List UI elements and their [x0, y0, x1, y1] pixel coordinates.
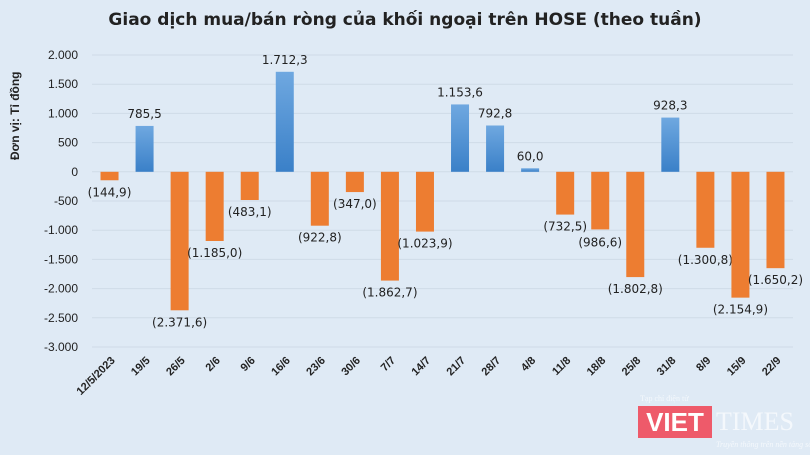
bar — [275, 71, 294, 172]
bar — [731, 171, 750, 298]
x-tick-label: 12/5/2023 — [75, 355, 118, 398]
data-label: 1.712,3 — [262, 53, 308, 67]
data-label: (2.154,9) — [713, 303, 768, 317]
bar — [696, 171, 715, 248]
bar — [626, 171, 645, 278]
bar — [135, 125, 154, 172]
bar — [486, 125, 505, 172]
x-tick-label: 9/6 — [239, 355, 258, 374]
bar — [170, 171, 189, 311]
bar — [310, 171, 329, 226]
viettimes-logo: Tạp chí điện tử VIET TIMES Truyền thông … — [638, 394, 810, 455]
x-tick-label: 25/8 — [620, 355, 644, 379]
x-tick-label: 18/8 — [585, 355, 609, 379]
x-tick-label: 19/5 — [129, 355, 153, 379]
x-tick-label: 2/6 — [203, 355, 222, 374]
x-tick-label: 4/8 — [519, 355, 538, 374]
bar — [240, 171, 259, 201]
x-tick-label: 11/8 — [550, 355, 573, 378]
x-tick-label: 14/7 — [409, 355, 433, 379]
logo-box: VIET — [638, 406, 712, 438]
data-label: (347,0) — [333, 197, 377, 211]
data-label: 785,5 — [127, 107, 161, 121]
y-tick-label: -1.500 — [44, 252, 78, 266]
y-tick-label: 500 — [58, 136, 78, 150]
data-label: (732,5) — [543, 220, 587, 234]
data-label: (144,9) — [88, 185, 132, 199]
data-label: (1.862,7) — [362, 286, 417, 300]
x-tick-label: 15/9 — [725, 355, 749, 379]
y-tick-label: -3.000 — [44, 340, 78, 354]
x-tick-label: 30/6 — [339, 355, 363, 379]
bar — [380, 171, 399, 281]
y-tick-label: -2.500 — [44, 311, 78, 325]
data-label: 60,0 — [517, 149, 544, 163]
data-label: (1.185,0) — [187, 246, 242, 260]
x-tick-label: 28/7 — [480, 355, 504, 379]
x-tick-label: 16/6 — [269, 355, 293, 379]
data-label: (986,6) — [578, 236, 622, 250]
bar — [556, 171, 575, 215]
y-tick-label: -500 — [54, 194, 78, 208]
x-tick-label: 22/9 — [760, 355, 784, 379]
data-label: (1.802,8) — [608, 282, 663, 296]
bar — [521, 168, 540, 172]
bar — [205, 171, 224, 242]
x-tick-label: 21/7 — [445, 355, 469, 379]
bar — [345, 171, 364, 193]
data-label: 792,8 — [478, 107, 512, 121]
data-label: (483,1) — [228, 205, 272, 219]
logo-tagline-bottom: Truyền thông trên nền tảng số — [716, 440, 810, 449]
bar — [591, 171, 610, 230]
data-label: (1.300,8) — [678, 253, 733, 267]
x-tick-label: 26/5 — [164, 355, 188, 379]
data-label: (922,8) — [298, 231, 342, 245]
x-tick-label: 7/7 — [379, 355, 398, 374]
y-tick-label: -1.000 — [44, 223, 78, 237]
y-tick-label: 1.500 — [48, 77, 78, 91]
y-tick-label: 2.000 — [48, 48, 78, 62]
bar — [451, 104, 470, 172]
y-tick-label: 1.000 — [48, 106, 78, 120]
bar — [100, 171, 119, 181]
data-label: 1.153,6 — [437, 85, 483, 99]
y-tick-label: 0 — [71, 165, 78, 179]
data-label: 928,3 — [653, 99, 687, 113]
logo-tagline-top: Tạp chí điện tử — [640, 394, 689, 403]
y-tick-label: -2.000 — [44, 282, 78, 296]
data-label: (1.023,9) — [397, 237, 452, 251]
data-label: (1.650,2) — [748, 273, 803, 287]
x-tick-label: 8/9 — [694, 355, 713, 374]
bar — [766, 171, 785, 269]
chart-title: Giao dịch mua/bán ròng của khối ngoại tr… — [108, 10, 702, 30]
bar — [661, 117, 680, 172]
x-tick-label: 31/8 — [655, 355, 679, 379]
data-label: (2.371,6) — [152, 315, 207, 329]
logo-text: TIMES — [716, 407, 794, 436]
x-tick-label: 23/6 — [304, 355, 328, 379]
bar — [415, 171, 434, 232]
